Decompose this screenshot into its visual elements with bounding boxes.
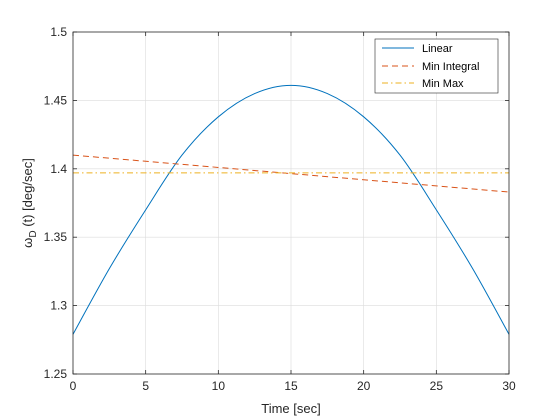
x-tick-label-2: 10 (212, 379, 226, 393)
y-tick-label-4: 1.45 (44, 93, 68, 107)
x-tick-label-4: 20 (357, 379, 371, 393)
x-axis-label: Time [sec] (261, 401, 320, 416)
legend-label-linear: Linear (422, 43, 453, 55)
x-tick-label-6: 30 (502, 379, 516, 393)
y-tick-label-3: 1.4 (50, 162, 67, 176)
y-axis-label-rest: (t) [deg/sec] (20, 158, 35, 230)
ticks: 0 5 10 15 20 25 30 1.25 1.3 1.35 1.4 1.45 1.5 (44, 25, 516, 393)
y-axis-label-symbol: ω (20, 238, 35, 248)
series-line-min-integral (72, 154, 510, 193)
x-tick-label-1: 5 (142, 379, 149, 393)
y-tick-label-0: 1.25 (44, 367, 68, 381)
grid (73, 32, 509, 374)
series-line-linear (72, 84, 510, 335)
y-axis-label-subscript: D (28, 230, 39, 237)
x-tick-label-3: 15 (284, 379, 298, 393)
y-axis-label: ωD (t) [deg/sec] (20, 158, 39, 248)
legend-label-min-max: Min Max (422, 78, 464, 90)
y-tick-label-1: 1.3 (50, 299, 67, 313)
x-tick-label-0: 0 (70, 379, 77, 393)
legend-label-min-integral: Min Integral (422, 61, 479, 73)
series-layer (72, 84, 510, 335)
y-tick-label-5: 1.5 (50, 25, 67, 39)
legend: Linear Min Integral Min Max (374, 38, 499, 94)
x-tick-label-5: 25 (430, 379, 444, 393)
y-tick-label-2: 1.35 (44, 230, 68, 244)
